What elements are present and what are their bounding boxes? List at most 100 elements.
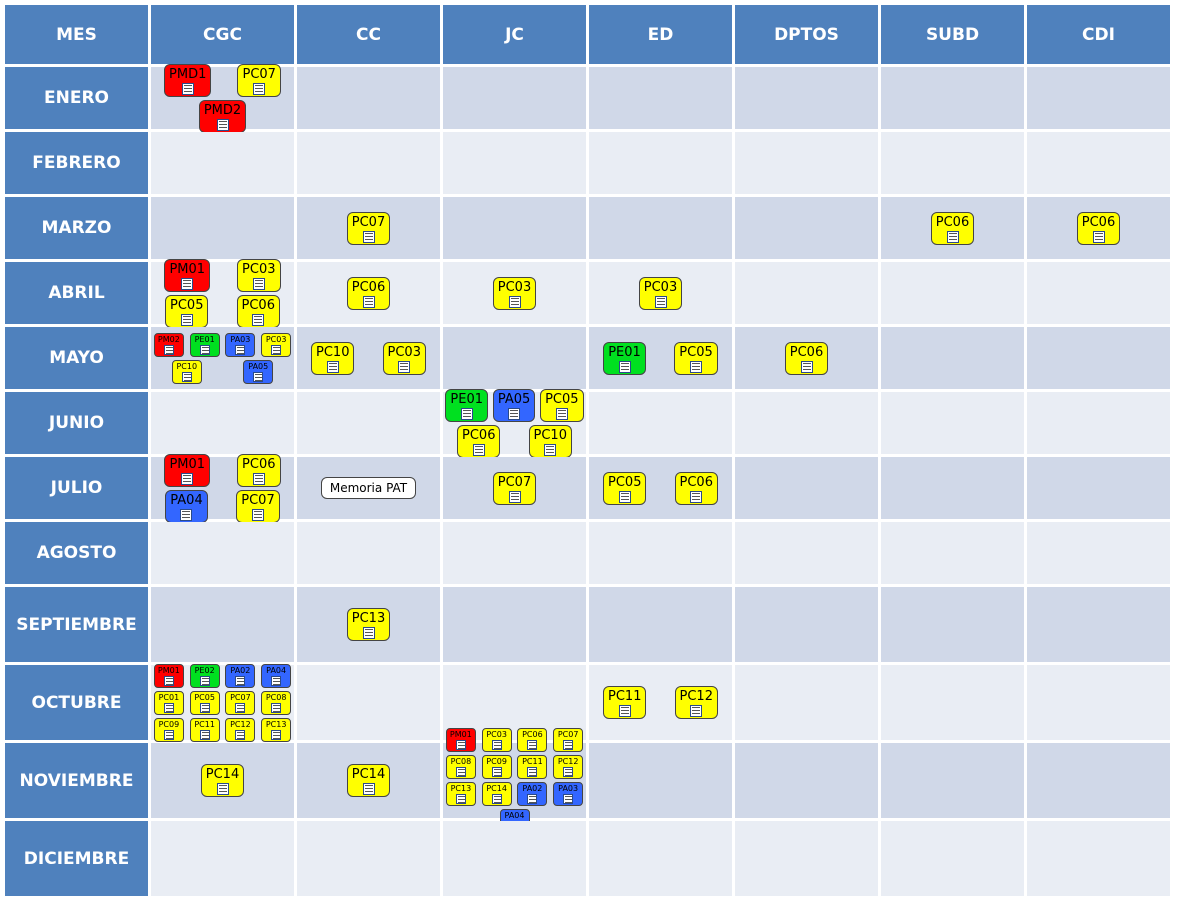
task-badge: PC03 <box>261 332 292 357</box>
cell <box>443 665 586 740</box>
month-cell: JULIO <box>5 457 148 519</box>
cell <box>589 587 732 662</box>
cell <box>151 821 294 896</box>
badge-label: PC06 <box>935 214 970 230</box>
task-badge: PC14 <box>481 782 512 806</box>
cell: PM01 PC06 PA04 PC07 <box>151 453 294 523</box>
task-badge: PC07 <box>553 728 584 752</box>
document-icon <box>216 118 229 131</box>
badge-label: PC07 <box>497 474 532 490</box>
badge-label: PM01 <box>169 261 206 277</box>
badge-label: PC09 <box>486 757 507 766</box>
cell <box>1027 262 1170 324</box>
badge-label: PA05 <box>497 391 531 407</box>
document-icon <box>235 702 246 713</box>
header-cell: CDI <box>1027 5 1170 64</box>
task-badge: Memoria PAT <box>320 477 417 499</box>
cell <box>881 262 1024 324</box>
task-badge: PE01 <box>189 332 220 357</box>
document-icon <box>472 443 485 456</box>
cell <box>1027 522 1170 584</box>
badge-label: PC06 <box>241 297 275 313</box>
cell <box>735 457 878 519</box>
task-badge: PC06 <box>236 294 280 328</box>
badge-label: PC06 <box>242 456 276 472</box>
badge-label: PC03 <box>643 279 678 295</box>
cell <box>735 665 878 740</box>
cell <box>443 197 586 259</box>
document-icon <box>252 277 265 290</box>
badge-label: PE01 <box>194 334 215 344</box>
document-icon <box>508 490 521 503</box>
document-icon <box>491 740 502 750</box>
badge-label: PC11 <box>194 719 215 729</box>
badge-label: PA04 <box>504 811 525 820</box>
cell <box>1027 392 1170 454</box>
document-icon <box>544 443 557 456</box>
document-icon <box>508 407 521 420</box>
task-badge: PA04 <box>165 489 208 523</box>
task-badge: PA02 <box>225 663 256 688</box>
task-badge: PC05 <box>189 690 220 715</box>
badge-label: PA03 <box>230 334 251 344</box>
task-badge: PM01 <box>445 728 476 752</box>
document-icon <box>163 702 174 713</box>
document-icon <box>618 705 631 717</box>
document-icon <box>455 767 466 777</box>
badge-label: PM01 <box>449 730 472 739</box>
badge-label: PC07 <box>242 66 276 82</box>
badge-label: PC05 <box>679 344 713 360</box>
task-badge: PA03 <box>553 782 584 806</box>
month-cell: DICIEMBRE <box>5 821 148 896</box>
badge-label: PC03 <box>497 279 532 295</box>
task-badge: PC11 <box>517 755 548 779</box>
badge-label: PC08 <box>450 757 472 766</box>
task-badge: PC03 <box>237 258 281 292</box>
badge-label: PA02 <box>522 784 543 793</box>
task-badge: PC03 <box>492 276 537 310</box>
badge-label: PC11 <box>608 689 642 704</box>
badge-label: PC11 <box>522 757 543 766</box>
task-badge: PC06 <box>784 341 829 375</box>
task-badge: PC03 <box>638 276 683 310</box>
month-cell: MAYO <box>5 327 148 389</box>
badge-label: PC12 <box>230 719 251 729</box>
cell <box>589 821 732 896</box>
cell <box>881 67 1024 129</box>
task-badge: PC06 <box>674 471 718 505</box>
document-icon <box>181 82 194 95</box>
task-badge: PC06 <box>1076 211 1121 245</box>
badge-label: PA05 <box>248 361 269 371</box>
document-icon <box>253 371 264 382</box>
cell <box>589 743 732 818</box>
task-badge: PM01 <box>164 453 211 487</box>
task-badge: PC05 <box>540 388 584 422</box>
badge-label: PC05 <box>170 297 204 313</box>
document-icon <box>251 508 264 521</box>
task-badge: PA05 <box>492 388 536 422</box>
document-icon <box>527 794 538 804</box>
cell <box>443 821 586 896</box>
cell: PC06 <box>881 197 1024 259</box>
document-icon <box>618 360 631 373</box>
task-badge: PC10 <box>171 359 202 384</box>
document-icon <box>216 783 229 795</box>
cell: PM02 PE01 PA03 PC03 PC10 PA05 <box>151 327 294 389</box>
task-badge: PC12 <box>225 717 256 742</box>
badge-label: PC07 <box>351 214 386 230</box>
month-cell: MARZO <box>5 197 148 259</box>
cell: PC06 <box>297 262 440 324</box>
badge-label: PC13 <box>265 719 287 729</box>
badge-label: PC08 <box>265 692 287 702</box>
badge-label: PC07 <box>230 692 251 702</box>
task-badge: PA04 <box>261 663 292 688</box>
cell <box>297 67 440 129</box>
cell: PC07 <box>443 457 586 519</box>
badge-label: PC14 <box>205 767 240 782</box>
document-icon <box>946 230 959 243</box>
document-icon <box>690 490 703 503</box>
task-badge: PA05 <box>243 359 274 384</box>
cell <box>735 743 878 818</box>
cell: PC07 <box>297 197 440 259</box>
